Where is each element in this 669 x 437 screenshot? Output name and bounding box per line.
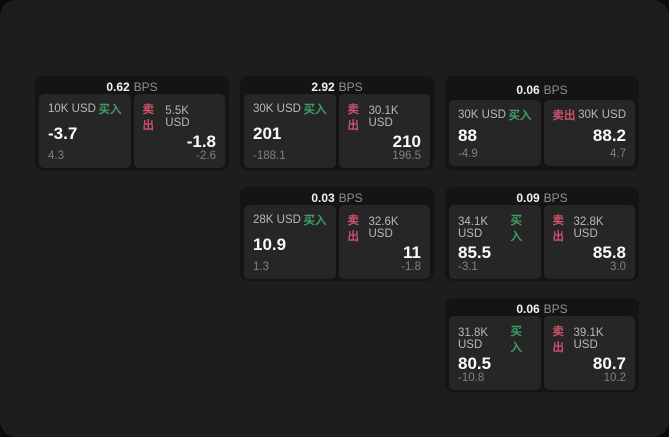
bps-unit: BPS [338, 191, 363, 205]
buy-label: 买入 [508, 110, 532, 122]
quote-body: 28K USD 买入 10.9 1.3 卖出 32.6K USD 11 -1.8 [244, 205, 430, 279]
sell-change: 10.2 [603, 372, 626, 384]
bps-header: 2.92 BPS [244, 80, 430, 94]
sell-tile[interactable]: 卖出 30.1K USD 210 196.5 [338, 94, 430, 168]
sell-size: 30K USD [578, 109, 626, 121]
sell-price: 11 [403, 243, 421, 262]
buy-price: 85.5 [458, 243, 492, 262]
bps-value: 0.06 [516, 83, 540, 97]
buy-tile[interactable]: 28K USD 买入 10.9 1.3 [244, 205, 336, 279]
quote-card: 2.92 BPS 30K USD 买入 201 -188.1 卖出 30.1K … [240, 76, 434, 170]
bps-unit: BPS [543, 191, 568, 205]
sell-change: -1.8 [401, 261, 421, 273]
sell-tile[interactable]: 卖出 39.1K USD 80.7 10.2 [543, 316, 635, 390]
sell-label: 卖出 [142, 104, 155, 132]
quote-body: 30K USD 买入 88 -4.9 卖出 30K USD 88.2 4.7 [449, 100, 635, 166]
sell-size: 32.6K USD [368, 216, 399, 240]
sell-label: 卖出 [552, 110, 576, 122]
buy-change: -188.1 [253, 150, 286, 162]
sell-tile[interactable]: 卖出 32.8K USD 85.8 3.0 [543, 205, 635, 279]
buy-label: 买入 [98, 104, 122, 116]
buy-size: 30K USD [458, 109, 506, 121]
quote-card: 0.06 BPS 31.8K USD 买入 80.5 -10.8 卖出 39.1… [445, 298, 639, 392]
bps-value: 0.03 [311, 191, 335, 205]
sell-price: -1.8 [186, 132, 216, 151]
bps-unit: BPS [133, 80, 158, 94]
quote-grid: 0.62 BPS 10K USD 买入 -3.7 4.3 卖出 5.5K USD [35, 76, 639, 392]
sell-label: 卖出 [347, 104, 360, 132]
buy-change: -3.1 [458, 261, 478, 273]
buy-label: 买入 [303, 215, 327, 227]
sell-label: 卖出 [552, 326, 565, 354]
buy-price: 201 [253, 124, 282, 143]
quote-body: 10K USD 买入 -3.7 4.3 卖出 5.5K USD -1.8 -2.… [39, 94, 225, 168]
sell-tile[interactable]: 卖出 5.5K USD -1.8 -2.6 [133, 94, 225, 168]
sell-label: 卖出 [552, 215, 565, 243]
buy-tile[interactable]: 10K USD 买入 -3.7 4.3 [39, 94, 131, 168]
quote-card: 0.62 BPS 10K USD 买入 -3.7 4.3 卖出 5.5K USD [35, 76, 229, 170]
sell-label: 卖出 [347, 215, 360, 243]
quote-body: 34.1K USD 买入 85.5 -3.1 卖出 32.8K USD 85.8… [449, 205, 635, 279]
buy-tile[interactable]: 30K USD 买入 88 -4.9 [449, 100, 541, 166]
sell-price: 88.2 [592, 126, 626, 145]
sell-price: 210 [392, 132, 421, 151]
buy-size: 34.1K USD [458, 216, 489, 240]
bps-value: 0.09 [516, 191, 540, 205]
buy-price: 88 [458, 126, 477, 145]
buy-size: 31.8K USD [458, 327, 489, 351]
buy-tile[interactable]: 34.1K USD 买入 85.5 -3.1 [449, 205, 541, 279]
buy-label: 买入 [510, 215, 523, 243]
bps-header: 0.06 BPS [449, 302, 635, 316]
sell-change: 3.0 [610, 261, 626, 273]
sell-size: 5.5K USD [165, 105, 190, 129]
sell-price: 85.8 [592, 243, 626, 262]
sell-tile[interactable]: 卖出 30K USD 88.2 4.7 [543, 100, 635, 166]
bps-header: 0.09 BPS [449, 191, 635, 205]
buy-price: 80.5 [458, 354, 492, 373]
sell-size: 30.1K USD [368, 105, 399, 129]
quote-card: 0.09 BPS 34.1K USD 买入 85.5 -3.1 卖出 32.8K… [445, 187, 639, 281]
bps-value: 2.92 [311, 80, 335, 94]
buy-change: 1.3 [253, 261, 269, 273]
buy-label: 买入 [510, 326, 523, 354]
bps-header: 0.62 BPS [39, 80, 225, 94]
quote-card: 0.03 BPS 28K USD 买入 10.9 1.3 卖出 32.6K US… [240, 187, 434, 281]
buy-change: -10.8 [458, 372, 485, 384]
bps-value: 0.06 [516, 302, 540, 316]
quote-card: 0.06 BPS 30K USD 买入 88 -4.9 卖出 30K USD [445, 76, 639, 170]
bps-unit: BPS [543, 302, 568, 316]
buy-label: 买入 [303, 104, 327, 116]
buy-size: 30K USD [253, 103, 301, 115]
buy-tile[interactable]: 30K USD 买入 201 -188.1 [244, 94, 336, 168]
buy-price: 10.9 [253, 235, 287, 254]
quote-body: 31.8K USD 买入 80.5 -10.8 卖出 39.1K USD 80.… [449, 316, 635, 390]
bps-header: 0.03 BPS [244, 191, 430, 205]
sell-change: -2.6 [196, 150, 216, 162]
buy-size: 10K USD [48, 103, 96, 115]
bps-value: 0.62 [106, 80, 130, 94]
quote-body: 30K USD 买入 201 -188.1 卖出 30.1K USD 210 1… [244, 94, 430, 168]
buy-tile[interactable]: 31.8K USD 买入 80.5 -10.8 [449, 316, 541, 390]
buy-change: -4.9 [458, 148, 478, 160]
sell-tile[interactable]: 卖出 32.6K USD 11 -1.8 [338, 205, 430, 279]
bps-unit: BPS [543, 83, 568, 97]
sell-change: 196.5 [392, 150, 421, 162]
sell-change: 4.7 [610, 148, 626, 160]
sell-size: 32.8K USD [573, 216, 604, 240]
sell-price: 80.7 [592, 354, 626, 373]
bps-header: 0.06 BPS [449, 80, 635, 100]
buy-size: 28K USD [253, 214, 301, 226]
buy-change: 4.3 [48, 150, 64, 162]
bps-unit: BPS [338, 80, 363, 94]
buy-price: -3.7 [48, 124, 78, 143]
sell-size: 39.1K USD [573, 327, 604, 351]
